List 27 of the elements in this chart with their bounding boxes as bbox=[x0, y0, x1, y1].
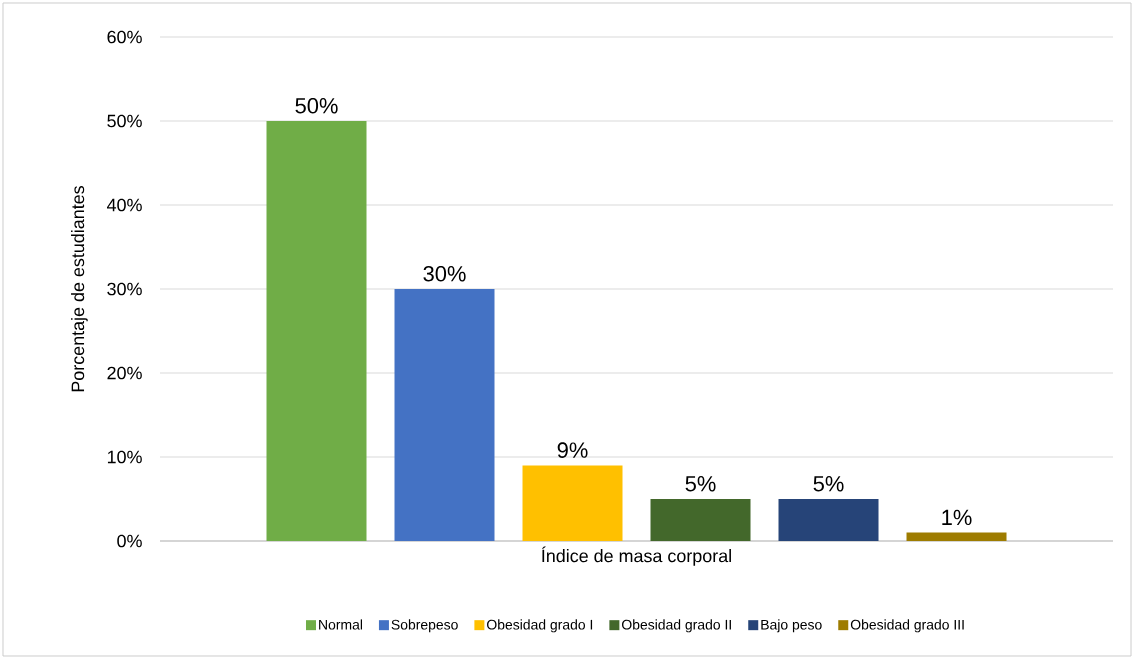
data-label: 9% bbox=[557, 442, 588, 458]
legend-label: Normal bbox=[319, 619, 363, 630]
bar bbox=[778, 499, 879, 541]
legend-label: Sobrepeso bbox=[391, 619, 458, 633]
y-tick-label: 60% bbox=[107, 30, 142, 44]
data-label: 1% bbox=[942, 509, 972, 526]
legend-label: Obesidad grado II bbox=[622, 619, 731, 633]
y-tick-label: 40% bbox=[107, 198, 142, 212]
y-tick-label: 50% bbox=[107, 114, 142, 128]
y-tick-label: 10% bbox=[107, 450, 142, 464]
bar bbox=[266, 121, 367, 541]
bar bbox=[394, 289, 495, 541]
data-label: 50% bbox=[295, 97, 338, 114]
bar bbox=[522, 465, 623, 541]
y-axis-title: Porcentaje de estudiantes bbox=[71, 186, 88, 392]
y-tick-label: 20% bbox=[107, 366, 142, 380]
legend-label: Bajo peso bbox=[761, 619, 822, 633]
data-label: 5% bbox=[685, 476, 716, 492]
data-label: 30% bbox=[423, 265, 466, 282]
x-tick-label: Índice de masa corporal bbox=[542, 546, 731, 566]
bar bbox=[906, 532, 1007, 541]
legend-label: Obesidad grado I bbox=[487, 619, 593, 633]
data-label: 5% bbox=[813, 476, 844, 492]
y-tick-label: 30% bbox=[107, 282, 142, 296]
bar bbox=[650, 499, 751, 541]
legend-label: Obesidad grado III bbox=[850, 619, 964, 633]
y-tick-label: 0% bbox=[117, 534, 142, 548]
